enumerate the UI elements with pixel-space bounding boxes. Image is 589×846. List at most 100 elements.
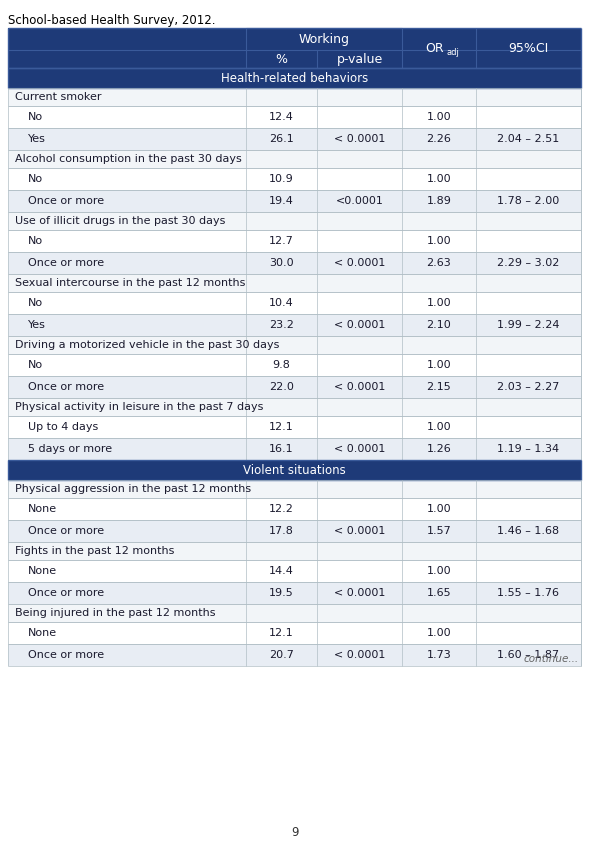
Bar bbox=[8, 438, 581, 460]
Text: Sexual intercourse in the past 12 months: Sexual intercourse in the past 12 months bbox=[15, 278, 246, 288]
Text: 1.00: 1.00 bbox=[426, 298, 451, 308]
Text: 20.7: 20.7 bbox=[269, 650, 294, 660]
Text: No: No bbox=[28, 174, 43, 184]
Text: < 0.0001: < 0.0001 bbox=[334, 444, 386, 454]
Text: Being injured in the past 12 months: Being injured in the past 12 months bbox=[15, 608, 216, 618]
Bar bbox=[8, 336, 581, 354]
Text: 12.7: 12.7 bbox=[269, 236, 294, 246]
Text: 1.60 – 1.87: 1.60 – 1.87 bbox=[497, 650, 560, 660]
Bar bbox=[8, 398, 581, 416]
Text: < 0.0001: < 0.0001 bbox=[334, 650, 386, 660]
Text: Once or more: Once or more bbox=[28, 526, 104, 536]
Text: Use of illicit drugs in the past 30 days: Use of illicit drugs in the past 30 days bbox=[15, 216, 226, 226]
Text: No: No bbox=[28, 360, 43, 370]
Text: 5 days or more: 5 days or more bbox=[28, 444, 112, 454]
Text: 19.4: 19.4 bbox=[269, 196, 294, 206]
Text: OR: OR bbox=[426, 41, 444, 54]
Text: 1.00: 1.00 bbox=[426, 360, 451, 370]
Text: Physical activity in leisure in the past 7 days: Physical activity in leisure in the past… bbox=[15, 402, 263, 412]
Bar bbox=[8, 520, 581, 542]
Text: < 0.0001: < 0.0001 bbox=[334, 320, 386, 330]
Text: 1.89: 1.89 bbox=[426, 196, 451, 206]
Text: 2.10: 2.10 bbox=[426, 320, 451, 330]
Text: adj: adj bbox=[447, 47, 460, 57]
Bar bbox=[8, 252, 581, 274]
Text: < 0.0001: < 0.0001 bbox=[334, 258, 386, 268]
Text: p-value: p-value bbox=[337, 52, 383, 65]
Text: 9: 9 bbox=[291, 826, 298, 838]
Text: Yes: Yes bbox=[28, 320, 46, 330]
Text: 2.29 – 3.02: 2.29 – 3.02 bbox=[497, 258, 560, 268]
Text: Physical aggression in the past 12 months: Physical aggression in the past 12 month… bbox=[15, 484, 251, 494]
Text: 95%CI: 95%CI bbox=[508, 41, 548, 54]
Bar bbox=[8, 480, 581, 498]
Text: 1.46 – 1.68: 1.46 – 1.68 bbox=[497, 526, 560, 536]
Bar bbox=[8, 582, 581, 604]
Text: 2.04 – 2.51: 2.04 – 2.51 bbox=[497, 134, 560, 144]
Bar bbox=[8, 28, 581, 68]
Bar bbox=[8, 274, 581, 292]
Bar bbox=[8, 644, 581, 666]
Text: 1.78 – 2.00: 1.78 – 2.00 bbox=[497, 196, 560, 206]
Text: <0.0001: <0.0001 bbox=[336, 196, 384, 206]
Text: 10.9: 10.9 bbox=[269, 174, 294, 184]
Text: None: None bbox=[28, 566, 57, 576]
Bar bbox=[8, 150, 581, 168]
Text: Once or more: Once or more bbox=[28, 382, 104, 392]
Text: 26.1: 26.1 bbox=[269, 134, 294, 144]
Text: Up to 4 days: Up to 4 days bbox=[28, 422, 98, 432]
Bar bbox=[8, 416, 581, 438]
Text: 1.00: 1.00 bbox=[426, 174, 451, 184]
Text: 14.4: 14.4 bbox=[269, 566, 294, 576]
Bar bbox=[8, 68, 581, 88]
Text: 1.73: 1.73 bbox=[426, 650, 451, 660]
Text: 23.2: 23.2 bbox=[269, 320, 294, 330]
Text: 10.4: 10.4 bbox=[269, 298, 294, 308]
Bar bbox=[8, 168, 581, 190]
Text: 2.15: 2.15 bbox=[426, 382, 451, 392]
Bar bbox=[8, 560, 581, 582]
Text: None: None bbox=[28, 628, 57, 638]
Bar bbox=[8, 106, 581, 128]
Text: 1.00: 1.00 bbox=[426, 422, 451, 432]
Text: < 0.0001: < 0.0001 bbox=[334, 134, 386, 144]
Text: 1.26: 1.26 bbox=[426, 444, 451, 454]
Text: Driving a motorized vehicle in the past 30 days: Driving a motorized vehicle in the past … bbox=[15, 340, 279, 350]
Bar bbox=[8, 314, 581, 336]
Text: 1.57: 1.57 bbox=[426, 526, 451, 536]
Text: 12.1: 12.1 bbox=[269, 628, 294, 638]
Text: 12.2: 12.2 bbox=[269, 504, 294, 514]
Text: 1.00: 1.00 bbox=[426, 504, 451, 514]
Text: 1.00: 1.00 bbox=[426, 628, 451, 638]
Text: 2.03 – 2.27: 2.03 – 2.27 bbox=[497, 382, 560, 392]
Text: continue...: continue... bbox=[524, 654, 579, 664]
Bar bbox=[8, 230, 581, 252]
Text: 9.8: 9.8 bbox=[273, 360, 290, 370]
Bar bbox=[8, 190, 581, 212]
Text: 1.00: 1.00 bbox=[426, 112, 451, 122]
Text: Current smoker: Current smoker bbox=[15, 92, 101, 102]
Text: < 0.0001: < 0.0001 bbox=[334, 588, 386, 598]
Bar bbox=[8, 292, 581, 314]
Text: 17.8: 17.8 bbox=[269, 526, 294, 536]
Text: < 0.0001: < 0.0001 bbox=[334, 526, 386, 536]
Text: Alcohol consumption in the past 30 days: Alcohol consumption in the past 30 days bbox=[15, 154, 241, 164]
Text: School-based Health Survey, 2012.: School-based Health Survey, 2012. bbox=[8, 14, 216, 27]
Text: 1.99 – 2.24: 1.99 – 2.24 bbox=[497, 320, 560, 330]
Text: 1.55 – 1.76: 1.55 – 1.76 bbox=[497, 588, 560, 598]
Text: Once or more: Once or more bbox=[28, 258, 104, 268]
Text: Yes: Yes bbox=[28, 134, 46, 144]
Text: No: No bbox=[28, 236, 43, 246]
Text: 1.19 – 1.34: 1.19 – 1.34 bbox=[497, 444, 560, 454]
Text: 12.4: 12.4 bbox=[269, 112, 294, 122]
Text: No: No bbox=[28, 298, 43, 308]
Text: 1.00: 1.00 bbox=[426, 566, 451, 576]
Bar bbox=[8, 604, 581, 622]
Text: 19.5: 19.5 bbox=[269, 588, 294, 598]
Text: Working: Working bbox=[299, 32, 349, 46]
Text: 30.0: 30.0 bbox=[269, 258, 294, 268]
Bar bbox=[8, 542, 581, 560]
Text: 2.63: 2.63 bbox=[426, 258, 451, 268]
Text: 1.00: 1.00 bbox=[426, 236, 451, 246]
Text: None: None bbox=[28, 504, 57, 514]
